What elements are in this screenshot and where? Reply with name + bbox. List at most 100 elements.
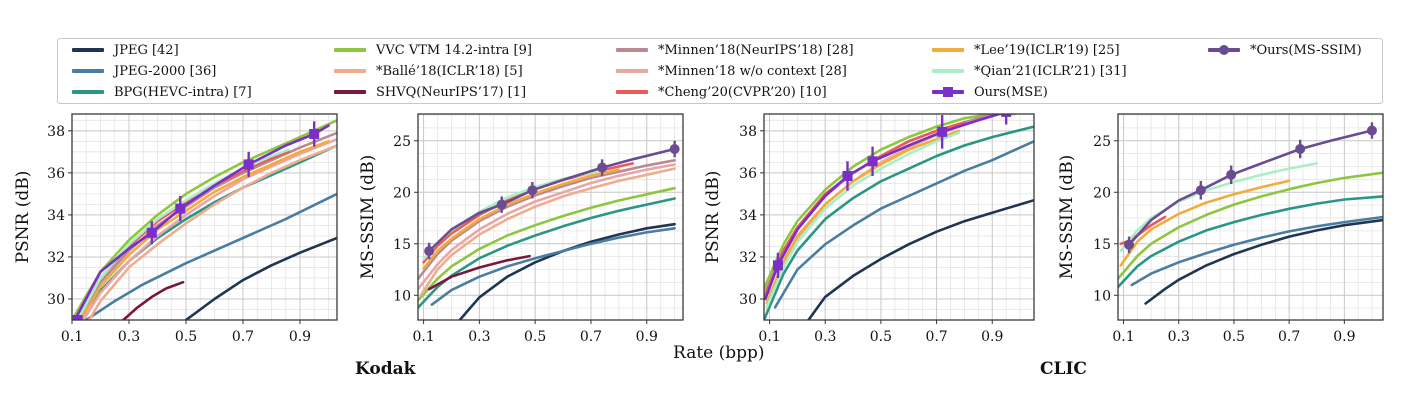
x-tick-label: 0.5 xyxy=(524,329,546,345)
x-tick-label: 0.1 xyxy=(61,329,83,345)
series-line xyxy=(419,167,676,297)
legend-entry: SHVQ(NeurIPS’17) [1] xyxy=(334,82,526,102)
y-tick-label: 36 xyxy=(47,166,65,182)
data-point-square xyxy=(842,171,853,182)
y-tick-label: 32 xyxy=(739,250,757,266)
y-tick-label: 34 xyxy=(739,208,757,224)
y-tick-label: 36 xyxy=(739,166,757,182)
data-point-square xyxy=(72,315,83,320)
series-line xyxy=(76,148,290,320)
y-tick-label: 30 xyxy=(739,292,757,308)
series-line xyxy=(773,140,1034,309)
series-line xyxy=(79,140,330,320)
legend-entry: *Ours(MS-SSIM) xyxy=(1208,40,1362,60)
legend-entry: *Ballé’18(ICLR’18) [5] xyxy=(334,61,523,81)
x-tick-label: 0.9 xyxy=(289,329,311,345)
x-tick-label: 0.1 xyxy=(758,329,780,345)
series-line xyxy=(765,114,994,309)
chart-panel-3: 0.1 0.3 0.5 0.7 0.9 30 32 34 36 38 PSNR (dB) xyxy=(703,113,1035,345)
series-line xyxy=(87,144,337,320)
series-line xyxy=(1144,218,1383,305)
legend-label: Ours(MSE) xyxy=(974,84,1048,100)
x-tick-label: 0.1 xyxy=(412,329,434,345)
series-group xyxy=(418,140,680,320)
data-point-circle xyxy=(424,245,435,256)
legend-label: VVC VTM 14.2-intra [9] xyxy=(376,42,532,58)
y-tick-label: 20 xyxy=(1093,185,1111,201)
legend-swatch xyxy=(334,40,366,60)
legend-entry: *Minnen’18(NeurIPS’18) [28] xyxy=(616,40,854,60)
data-point-circle xyxy=(1124,239,1135,250)
plot-frame xyxy=(71,113,338,321)
plot-frame xyxy=(1117,113,1384,321)
x-tick-label: 0.3 xyxy=(814,329,836,345)
y-axis-label: PSNR (dB) xyxy=(13,171,33,264)
chart-panel-4: 0.1 0.3 0.5 0.7 0.9 10 15 20 25 MS-SSIM (dB) xyxy=(1057,113,1384,345)
x-tick-label: 0.7 xyxy=(580,329,602,345)
data-point-circle xyxy=(597,162,608,173)
data-point-square xyxy=(146,227,157,238)
series-line xyxy=(764,121,966,301)
x-tick-label: 0.9 xyxy=(981,329,1003,345)
series-line xyxy=(764,114,1004,301)
series-line xyxy=(1118,171,1383,281)
series-line xyxy=(764,114,1016,290)
series-line xyxy=(764,125,1034,320)
y-tick-label: 25 xyxy=(1093,134,1111,150)
legend-swatch xyxy=(72,40,104,60)
series-line xyxy=(122,280,185,320)
x-tick-label: 0.5 xyxy=(870,329,892,345)
series-line xyxy=(1119,179,1291,267)
y-tick-label: 38 xyxy=(47,124,65,140)
x-tick-label: 0.3 xyxy=(118,329,140,345)
x-tick-label: 0.7 xyxy=(1278,329,1300,345)
legend-entry: Ours(MSE) xyxy=(932,82,1048,102)
x-tick-label: 0.9 xyxy=(1333,329,1355,345)
legend-swatch xyxy=(616,40,648,60)
y-tick-label: 34 xyxy=(47,208,65,224)
legend-swatch xyxy=(334,61,366,81)
legend-entry: JPEG [42] xyxy=(72,40,179,60)
x-tick-label: 0.7 xyxy=(925,329,947,345)
data-point-circle xyxy=(1295,144,1306,155)
data-point-circle xyxy=(1195,185,1206,196)
data-point-square xyxy=(867,156,878,167)
chart-panel-2: 0.1 0.3 0.5 0.7 0.9 10 15 20 25 MS-SSIM (dB) xyxy=(358,113,684,345)
legend-label: *Minnen’18(NeurIPS’18) [28] xyxy=(658,42,854,58)
series-line xyxy=(430,227,676,306)
legend-swatch xyxy=(932,82,964,102)
series-line xyxy=(76,144,337,320)
legend-entry: VVC VTM 14.2-intra [9] xyxy=(334,40,532,60)
y-tick-label: 10 xyxy=(393,288,411,304)
series-line xyxy=(427,254,531,291)
legend-label: *Ours(MS-SSIM) xyxy=(1250,42,1362,58)
y-tick-label: 15 xyxy=(1093,237,1111,253)
legend-label: *Qian’21(ICLR’21) [31] xyxy=(974,63,1127,79)
legend-entry: *Cheng’20(CVPR’20) [10] xyxy=(616,82,827,102)
series-line xyxy=(1119,162,1319,253)
legend-swatch xyxy=(72,82,104,102)
data-point-circle xyxy=(1226,169,1237,180)
legend-label: SHVQ(NeurIPS’17) [1] xyxy=(376,84,527,100)
y-tick-label: 10 xyxy=(1093,288,1111,304)
legend-swatch xyxy=(932,40,964,60)
legend-swatch xyxy=(72,61,104,81)
legend-label: BPG(HEVC-intra) [7] xyxy=(114,84,252,100)
series-group xyxy=(72,119,337,320)
data-point-square xyxy=(309,128,320,139)
y-tick-label: 32 xyxy=(47,250,65,266)
series-line xyxy=(418,197,676,309)
legend-entry: *Lee’19(ICLR’19) [25] xyxy=(932,40,1120,60)
series-line xyxy=(1118,195,1383,289)
data-point-circle xyxy=(669,144,680,155)
legend-label: JPEG [42] xyxy=(114,42,179,58)
plot-frame xyxy=(417,113,684,321)
legend-label: JPEG-2000 [36] xyxy=(114,63,217,79)
legend-entry: *Minnen’18 w/o context [28] xyxy=(616,61,847,81)
legend-label: *Ballé’18(ICLR’18) [5] xyxy=(376,63,523,79)
x-tick-label: 0.3 xyxy=(1168,329,1190,345)
data-point-square xyxy=(175,203,186,214)
x-tick-label: 0.1 xyxy=(1112,329,1134,345)
data-point-square xyxy=(1001,114,1012,117)
series-line xyxy=(807,198,1034,320)
